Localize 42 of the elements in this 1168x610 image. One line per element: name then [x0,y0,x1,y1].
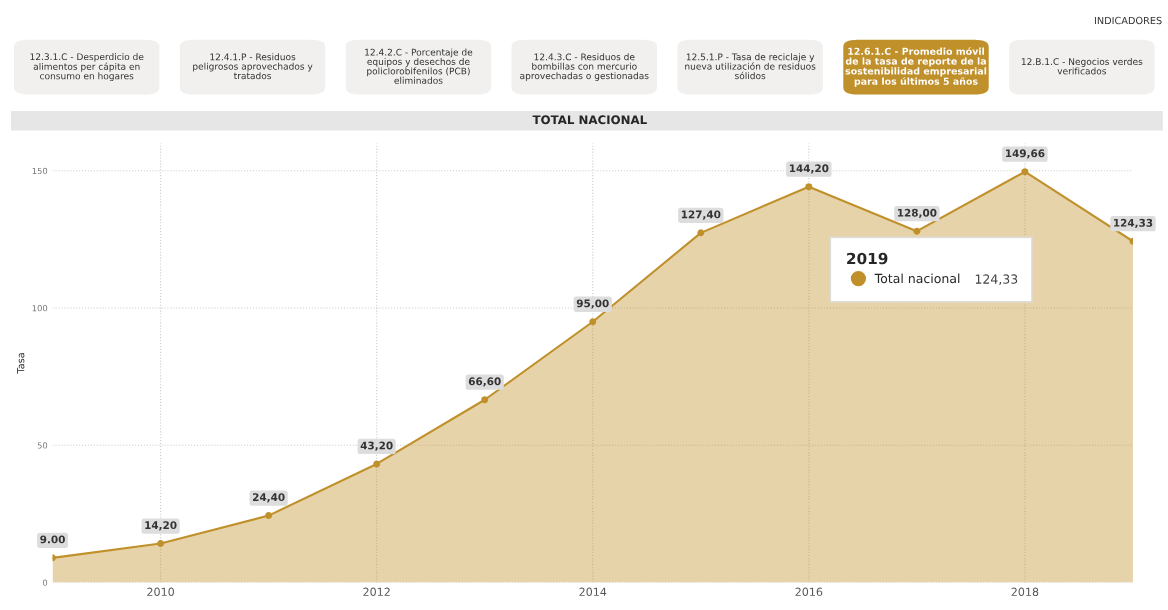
legend-label: Total nacional [874,273,960,284]
data-label: 43,20 [360,441,393,451]
point [913,227,921,235]
point [589,318,597,326]
x-tick-label: 2010 [147,587,174,597]
text: 12.3.1.C - Desperdicio de alimentos per cápita en consumo en hogares [30,53,144,82]
data-label: 14,20 [145,521,177,531]
data-label: 128,00 [897,208,937,218]
y-axis-title: Tasa [17,353,25,374]
point [481,396,489,404]
data-label: 66,60 [468,377,501,387]
text: 12.6.1.C - Promedio móvil de la tasa de reporte de la sostenibilidad empresarial para los últimos 5 años [845,47,987,87]
data-label: 144,20 [789,164,829,174]
data-label: 124,33 [1114,218,1153,229]
y-tick-label: 100 [32,305,48,312]
text: INDICADORES [1094,16,1162,25]
y-tick-label: 150 [32,167,48,175]
data-label: 127,40 [681,210,721,220]
point [373,460,381,468]
x-tick-label: 2018 [1011,587,1039,597]
data-label: 149,66 [1006,149,1045,159]
point [805,183,813,191]
text: 12.4.3.C - Residuos de bombillas con mercurio aprovechadas o gestionadas [520,53,649,81]
text: 12.4.1.P - Residuos peligrosos aprovechados y tratados [193,53,313,80]
point [157,540,165,548]
y-tick-label: 50 [37,442,48,449]
legend-title: 2019 [847,252,888,265]
x-tick-label: 2016 [795,587,823,597]
data-label: 9.00 [40,535,65,544]
x-tick-label: 2012 [363,587,390,597]
y-tick-label: 0 [42,579,48,586]
annotation: 124,33 [975,274,1018,286]
point [1021,168,1029,176]
text: 12.B.1.C - Negocios verdes verificados [1021,58,1143,75]
data-label: 95,00 [576,299,609,309]
x-tick-label: 2014 [579,587,607,597]
text: 12.5.1.P - Tasa de reciclaje y nueva utilización de residuos sólidos [685,53,816,80]
text: 12.4.2.C - Porcentaje de equipos y desechos de policlorobifenilos (PCB) eliminados [365,48,473,84]
point [265,512,273,520]
chart-title: TOTAL NACIONAL [532,115,647,125]
point [697,229,705,237]
data-label: 24,40 [252,493,285,503]
